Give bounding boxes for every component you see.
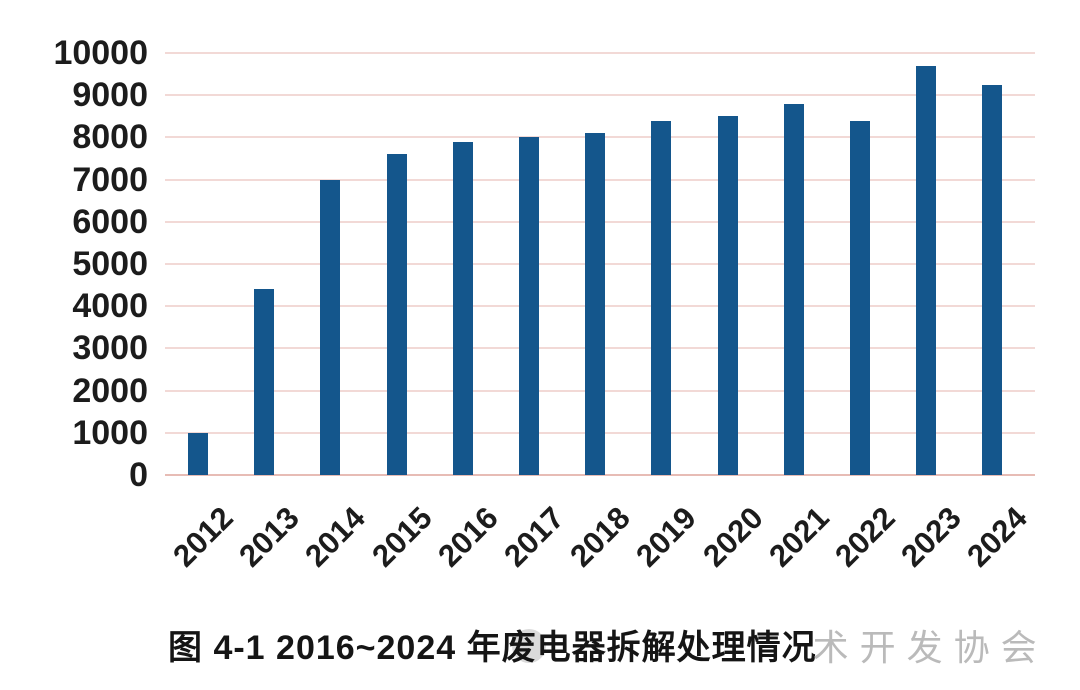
x-tick-label-2018: 2018	[563, 500, 637, 574]
bar-2016	[452, 141, 473, 475]
gridline-10000	[165, 52, 1035, 54]
bar-2024	[982, 84, 1003, 475]
y-tick-label-8000: 8000	[72, 118, 148, 157]
y-tick-label-10000: 10000	[53, 34, 148, 72]
bar-2015	[386, 154, 407, 475]
bar-2020	[717, 116, 738, 475]
caption-row: 图 4-1 2016~2024 年废电器拆解处理情况术开发协会	[168, 618, 1048, 670]
y-tick-label-3000: 3000	[72, 329, 148, 368]
y-tick-label-5000: 5000	[72, 245, 148, 283]
x-tick-label-2024: 2024	[960, 500, 1035, 574]
x-tick-label-2020: 2020	[695, 500, 770, 574]
chart-caption: 图 4-1 2016~2024 年废电器拆解处理情况	[168, 629, 817, 667]
bar-2017	[519, 137, 539, 475]
x-tick-label-2015: 2015	[364, 500, 439, 574]
bar-2021	[783, 103, 804, 475]
y-tick-label-4000: 4000	[72, 287, 148, 326]
bar-2018	[585, 133, 606, 475]
x-tick-label-2013: 2013	[232, 500, 306, 574]
bar-2013	[254, 289, 275, 475]
y-tick-label-1000: 1000	[72, 413, 148, 452]
bar-2014	[320, 179, 341, 475]
watermark-text: 术开发协会	[812, 627, 1048, 668]
x-tick-label-2022: 2022	[828, 500, 902, 574]
y-tick-label-9000: 9000	[72, 76, 148, 115]
bar-2023	[916, 65, 937, 475]
watermark-logo-icon	[512, 629, 546, 663]
x-tick-label-2012: 2012	[166, 500, 240, 574]
y-tick-label-0: 0	[129, 456, 148, 494]
y-tick-label-2000: 2000	[72, 371, 148, 410]
x-axis-line	[165, 474, 1035, 476]
bar-2022	[850, 120, 870, 475]
x-tick-label-2016: 2016	[431, 500, 505, 574]
gridline-9000	[165, 94, 1035, 97]
x-tick-label-2017: 2017	[497, 500, 571, 574]
x-tick-label-2014: 2014	[298, 500, 373, 574]
bar-2012	[188, 432, 208, 475]
plot-area	[165, 52, 1035, 476]
bar-2019	[651, 120, 672, 475]
x-tick-label-2023: 2023	[894, 500, 968, 574]
y-tick-label-6000: 6000	[72, 202, 148, 241]
x-tick-label-2021: 2021	[762, 500, 836, 574]
x-tick-label-2019: 2019	[629, 500, 704, 574]
y-tick-label-7000: 7000	[72, 160, 148, 199]
